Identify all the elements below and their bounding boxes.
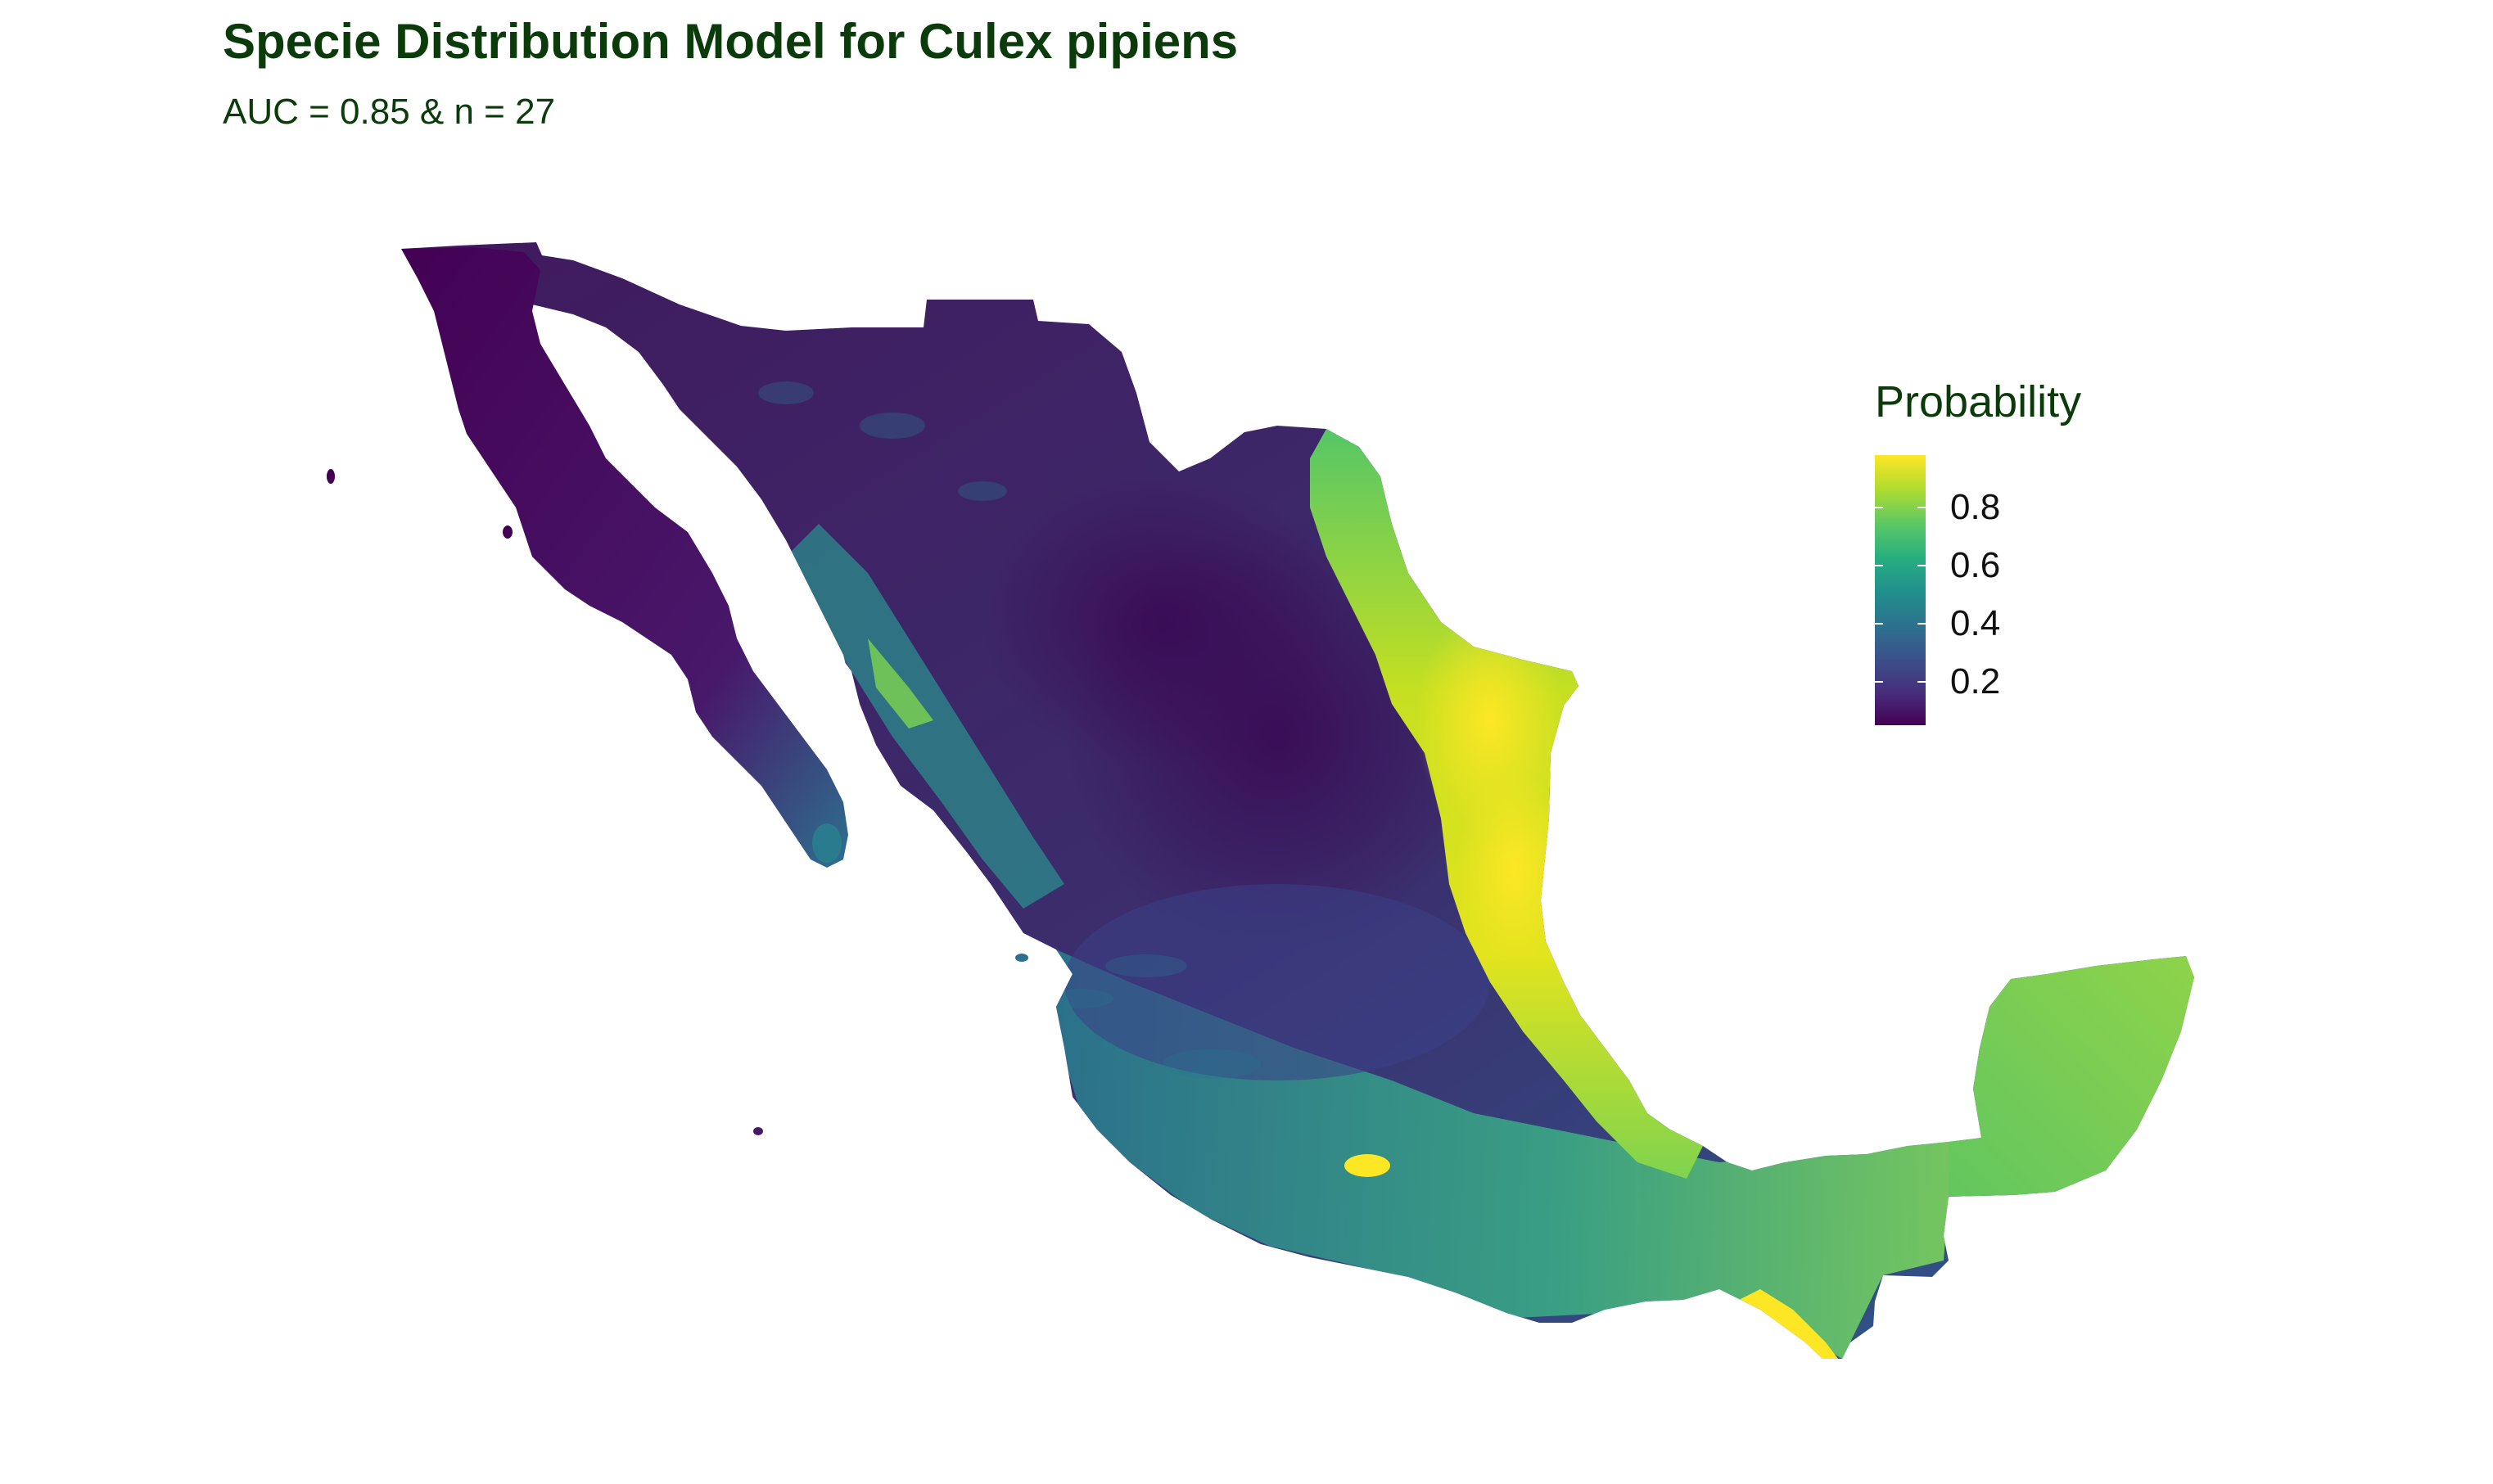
map-title: Specie Distribution Model for Culex pipi… [223, 14, 1239, 69]
legend-tick-label: 0.6 [1950, 544, 2001, 585]
gulf-of-california [532, 304, 851, 688]
legend-title: Probability [1875, 377, 2082, 426]
legend-colorbar [1875, 455, 1926, 725]
legend-tick-label: 0.2 [1950, 661, 2001, 701]
legend-tick-label: 0.8 [1950, 486, 2001, 527]
map-subtitle: AUC = 0.85 & n = 27 [223, 92, 556, 132]
baja-california-region [401, 247, 848, 868]
legend-tick-label: 0.4 [1950, 602, 2001, 643]
probability-legend: Probability 0.2 0.4 0.6 0.8 [1875, 377, 2202, 745]
